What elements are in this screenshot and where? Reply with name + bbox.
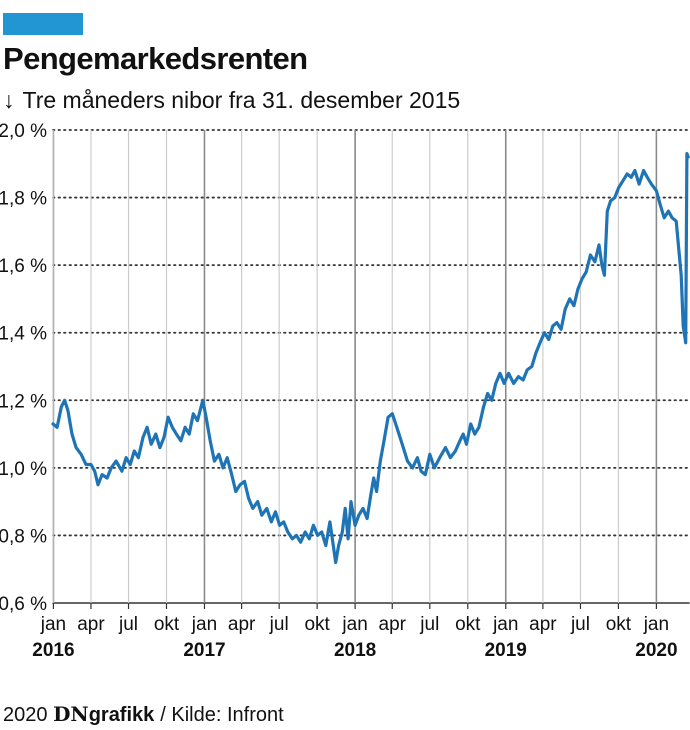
y-tick-label: 0,6 % xyxy=(0,594,47,615)
line-chart: 0,6 % 0,8 % 1,0 % 1,2 % 1,4 % 1,6 % 1,8 % 2,0 %… xyxy=(0,121,690,661)
y-tick-label: 1,8 % xyxy=(0,189,47,210)
x-year-label: 2020 xyxy=(635,640,677,661)
x-tick-label: okt xyxy=(304,614,330,635)
x-tick-label: okt xyxy=(455,614,481,635)
x-year-label: 2018 xyxy=(334,640,376,661)
grafikk-label: grafikk xyxy=(88,704,155,726)
x-tick-label: jul xyxy=(269,614,289,635)
chart-subtitle: ↓ Tre måneders nibor fra 31. desember 201… xyxy=(3,87,460,114)
accent-bar xyxy=(3,13,83,35)
grid-layer xyxy=(52,129,690,609)
footer-year: 2020 xyxy=(3,704,48,726)
x-tick-label: apr xyxy=(228,614,256,635)
x-tick-label: apr xyxy=(529,614,557,635)
series-layer xyxy=(51,152,690,565)
chart-title: Pengemarkedsrenten xyxy=(3,41,308,76)
x-tick-label: apr xyxy=(77,614,105,635)
x-tick-label: okt xyxy=(154,614,180,635)
x-tick-label: jul xyxy=(118,614,138,635)
x-tick-label: jan xyxy=(40,614,66,635)
source-line: 2020 DNgrafikk / Kilde: Infront xyxy=(3,702,284,727)
series-line xyxy=(51,152,690,565)
dn-logo: DN xyxy=(53,702,89,726)
x-tick-label: jan xyxy=(643,614,669,635)
label-layer: 0,6 % 0,8 % 1,0 % 1,2 % 1,4 % 1,6 % 1,8 % 2,0 %… xyxy=(0,121,678,661)
x-year-label: 2017 xyxy=(183,640,225,661)
x-year-label: 2019 xyxy=(485,640,527,661)
x-tick-label: jan xyxy=(191,614,217,635)
x-tick-label: apr xyxy=(379,614,407,635)
y-tick-label: 1,0 % xyxy=(0,459,47,480)
source-text: / Kilde: Infront xyxy=(160,704,284,726)
x-tick-label: jul xyxy=(570,614,590,635)
down-arrow-icon: ↓ xyxy=(3,87,15,113)
x-year-label: 2016 xyxy=(32,640,74,661)
y-tick-label: 1,6 % xyxy=(0,256,47,277)
x-tick-label: okt xyxy=(606,614,632,635)
y-tick-label: 1,2 % xyxy=(0,391,47,412)
y-tick-label: 1,4 % xyxy=(0,324,47,345)
y-tick-label: 0,8 % xyxy=(0,526,47,547)
chart-subtitle-text: Tre måneders nibor fra 31. desember 2015 xyxy=(22,87,461,113)
y-tick-label: 2,0 % xyxy=(0,121,47,142)
x-tick-label: jul xyxy=(419,614,439,635)
x-tick-label: jan xyxy=(492,614,518,635)
x-tick-label: jan xyxy=(341,614,367,635)
